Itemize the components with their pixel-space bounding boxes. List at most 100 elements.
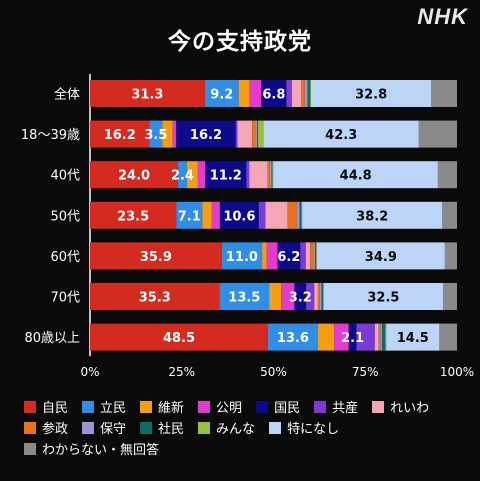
legend-item: 特になし <box>269 418 339 437</box>
legend-label: 特になし <box>287 422 340 437</box>
bar-segment <box>321 283 324 310</box>
legend-label: 自民 <box>42 401 69 416</box>
legend-swatch <box>314 400 327 413</box>
data-label: 24.0 <box>118 169 150 184</box>
legend-swatch <box>372 400 385 413</box>
bar-segment <box>238 80 250 107</box>
legend-label: 立民 <box>100 401 127 416</box>
bar-segment <box>382 323 386 351</box>
bar-segment <box>286 80 292 107</box>
bar-segment <box>380 323 383 351</box>
legend-item: 立民 <box>82 397 126 416</box>
legend-row: わからない・無回答 <box>24 438 474 459</box>
data-label: 3.2 <box>289 291 312 306</box>
bar-segment <box>287 201 297 229</box>
bar-segment <box>249 161 268 189</box>
legend-label: 参政 <box>42 422 69 437</box>
category-label: 70代 <box>50 291 80 306</box>
bar-segment <box>294 283 307 310</box>
bar-segment <box>90 80 205 107</box>
data-label: 3.5 <box>144 128 167 143</box>
legend-label: れいわ <box>390 401 430 416</box>
stacked-bar-chart: 全体 31.3 9.2 6.8 32.8 18～39歳 16.2 3.5 16.2 42.3 40代… <box>21 74 474 379</box>
bar-segment <box>258 201 266 229</box>
data-label: 2.4 <box>171 169 194 184</box>
legend-item: わからない・無回答 <box>24 439 159 458</box>
bar-segment <box>310 80 432 107</box>
legend-label: わからない・無回答 <box>42 443 160 458</box>
bar-segment <box>300 242 306 270</box>
bar-segment <box>90 323 268 351</box>
bar-segment <box>356 323 375 351</box>
bar-segment <box>269 161 272 189</box>
bar-segment <box>314 283 318 310</box>
bar-segment <box>313 242 315 270</box>
bar-segment <box>374 323 379 351</box>
bar-segment <box>317 323 335 351</box>
legend-label: みんな <box>216 422 256 437</box>
bar-segment <box>316 242 445 270</box>
legend-item: 維新 <box>140 397 184 416</box>
bar-segment <box>219 283 270 310</box>
bar-segment <box>90 201 177 229</box>
legend-item: 国民 <box>256 397 300 416</box>
bar-segment <box>304 80 308 107</box>
bar-segment <box>172 120 177 148</box>
bar-segment <box>299 201 302 229</box>
bar-segment <box>267 323 318 351</box>
legend-label: 保守 <box>100 422 127 437</box>
bar-segment <box>301 201 303 229</box>
bar-segment <box>162 120 173 148</box>
data-label: 7.1 <box>178 209 201 224</box>
bar-segment <box>197 161 206 189</box>
data-label: 34.9 <box>365 250 397 265</box>
bar-segment <box>317 283 320 310</box>
data-label: 42.3 <box>325 128 357 143</box>
data-label: 32.8 <box>355 88 387 103</box>
legend-item: 自民 <box>24 397 68 416</box>
bar-segment <box>271 161 273 189</box>
data-label: 32.5 <box>367 291 399 306</box>
bar-segment <box>246 161 250 189</box>
x-tick-label: 75% <box>352 365 379 379</box>
bar-segment <box>296 201 300 229</box>
bar-segment <box>221 242 263 270</box>
bar-segment <box>310 80 311 107</box>
bar-segment <box>277 242 301 270</box>
bar-segment <box>202 201 212 229</box>
legend-item: 共産 <box>314 397 358 416</box>
legend-swatch <box>24 442 36 455</box>
legend-swatch <box>24 400 36 413</box>
bar-segment <box>334 323 349 351</box>
category-label: 60代 <box>50 250 80 265</box>
bar-segment <box>319 283 322 310</box>
data-label: 38.2 <box>356 209 388 224</box>
data-label: 35.9 <box>140 250 172 265</box>
legend-item: 公明 <box>198 397 242 416</box>
data-label: 35.3 <box>139 291 171 306</box>
bar-segment <box>258 120 264 148</box>
x-tick-label: 0% <box>80 365 99 379</box>
bar-segment <box>444 242 457 270</box>
bar-segment <box>90 242 222 270</box>
data-label: 16.2 <box>104 128 136 143</box>
legend-swatch <box>24 421 36 434</box>
bar-segment <box>307 80 311 107</box>
legend-label: 国民 <box>274 401 301 416</box>
bar-segment <box>437 161 457 189</box>
legend-swatch <box>256 400 269 413</box>
data-label: 48.5 <box>163 331 195 346</box>
bar-segment <box>314 242 317 270</box>
bar-segment <box>219 201 259 229</box>
bar-segment <box>348 323 357 351</box>
legend-item: 社民 <box>140 418 184 437</box>
legend-swatch <box>140 400 153 413</box>
bar-segment <box>267 161 270 189</box>
category-label: 80歳以上 <box>24 331 80 346</box>
bar-segment <box>418 120 457 148</box>
data-label: 13.6 <box>277 331 309 346</box>
data-label: 9.2 <box>210 88 233 103</box>
bar-segment <box>237 120 253 148</box>
bar-segment <box>291 80 302 107</box>
legend-label: 公明 <box>216 401 243 416</box>
